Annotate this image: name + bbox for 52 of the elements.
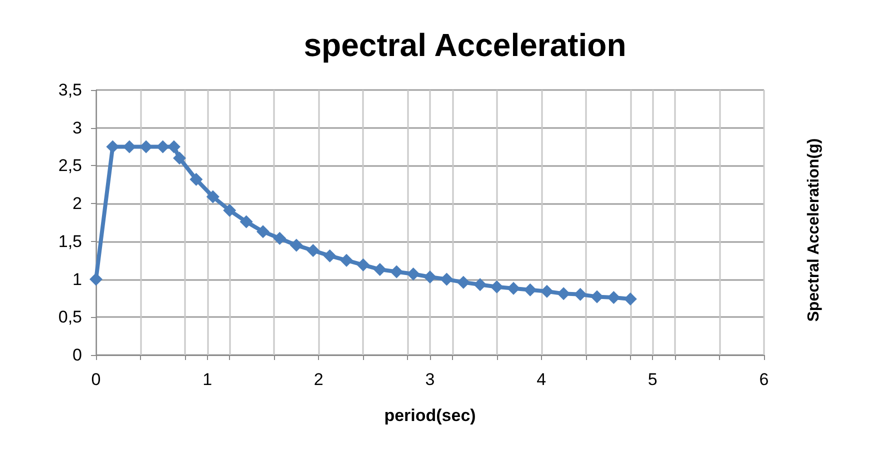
point [456,276,470,289]
point [323,249,336,262]
y-axis-title: Spectral Acceleration(g) [806,138,822,322]
chart-title: spectral Acceleration [304,27,626,63]
x-axis-title: period(sec) [384,406,476,425]
point [340,254,353,267]
y-tick-label: 3 [72,118,82,138]
point [540,284,554,298]
x-tick-label: 3 [425,370,435,389]
point [474,278,487,292]
point [557,287,570,300]
point [140,140,153,154]
point [206,190,220,204]
y-tick-label: 1,5 [58,232,82,251]
point [156,140,170,154]
point [507,282,520,295]
point [406,267,420,280]
x-tick-label: 2 [314,370,324,389]
y-tick-label: 3,5 [58,80,82,100]
y-tick-label: 0 [72,346,82,364]
point [290,238,303,252]
point [524,283,537,296]
point [590,290,604,304]
point [90,272,102,286]
point [390,265,404,278]
x-tick-label: 1 [202,370,212,389]
point [223,204,236,217]
point [240,215,253,228]
point [256,225,270,238]
x-tick-label: 5 [648,370,658,389]
point [373,262,386,276]
y-tick-label: 2 [72,194,82,214]
y-tick-label: 2,5 [58,156,82,176]
y-tick-label: 1 [72,270,82,289]
y-tick-label: 0,5 [58,308,82,327]
point [190,172,203,186]
point [106,140,120,154]
point [167,140,180,154]
point [173,152,186,165]
point [440,272,454,286]
point [122,140,136,154]
point [424,270,436,284]
x-tick-label: 4 [536,370,546,389]
x-tick-label: 0 [91,370,101,389]
point [574,288,587,301]
point [624,292,637,306]
point [607,290,620,304]
point [490,280,504,294]
point [356,258,370,272]
x-tick-label: 6 [759,370,769,389]
point [306,244,320,258]
point [273,232,286,245]
